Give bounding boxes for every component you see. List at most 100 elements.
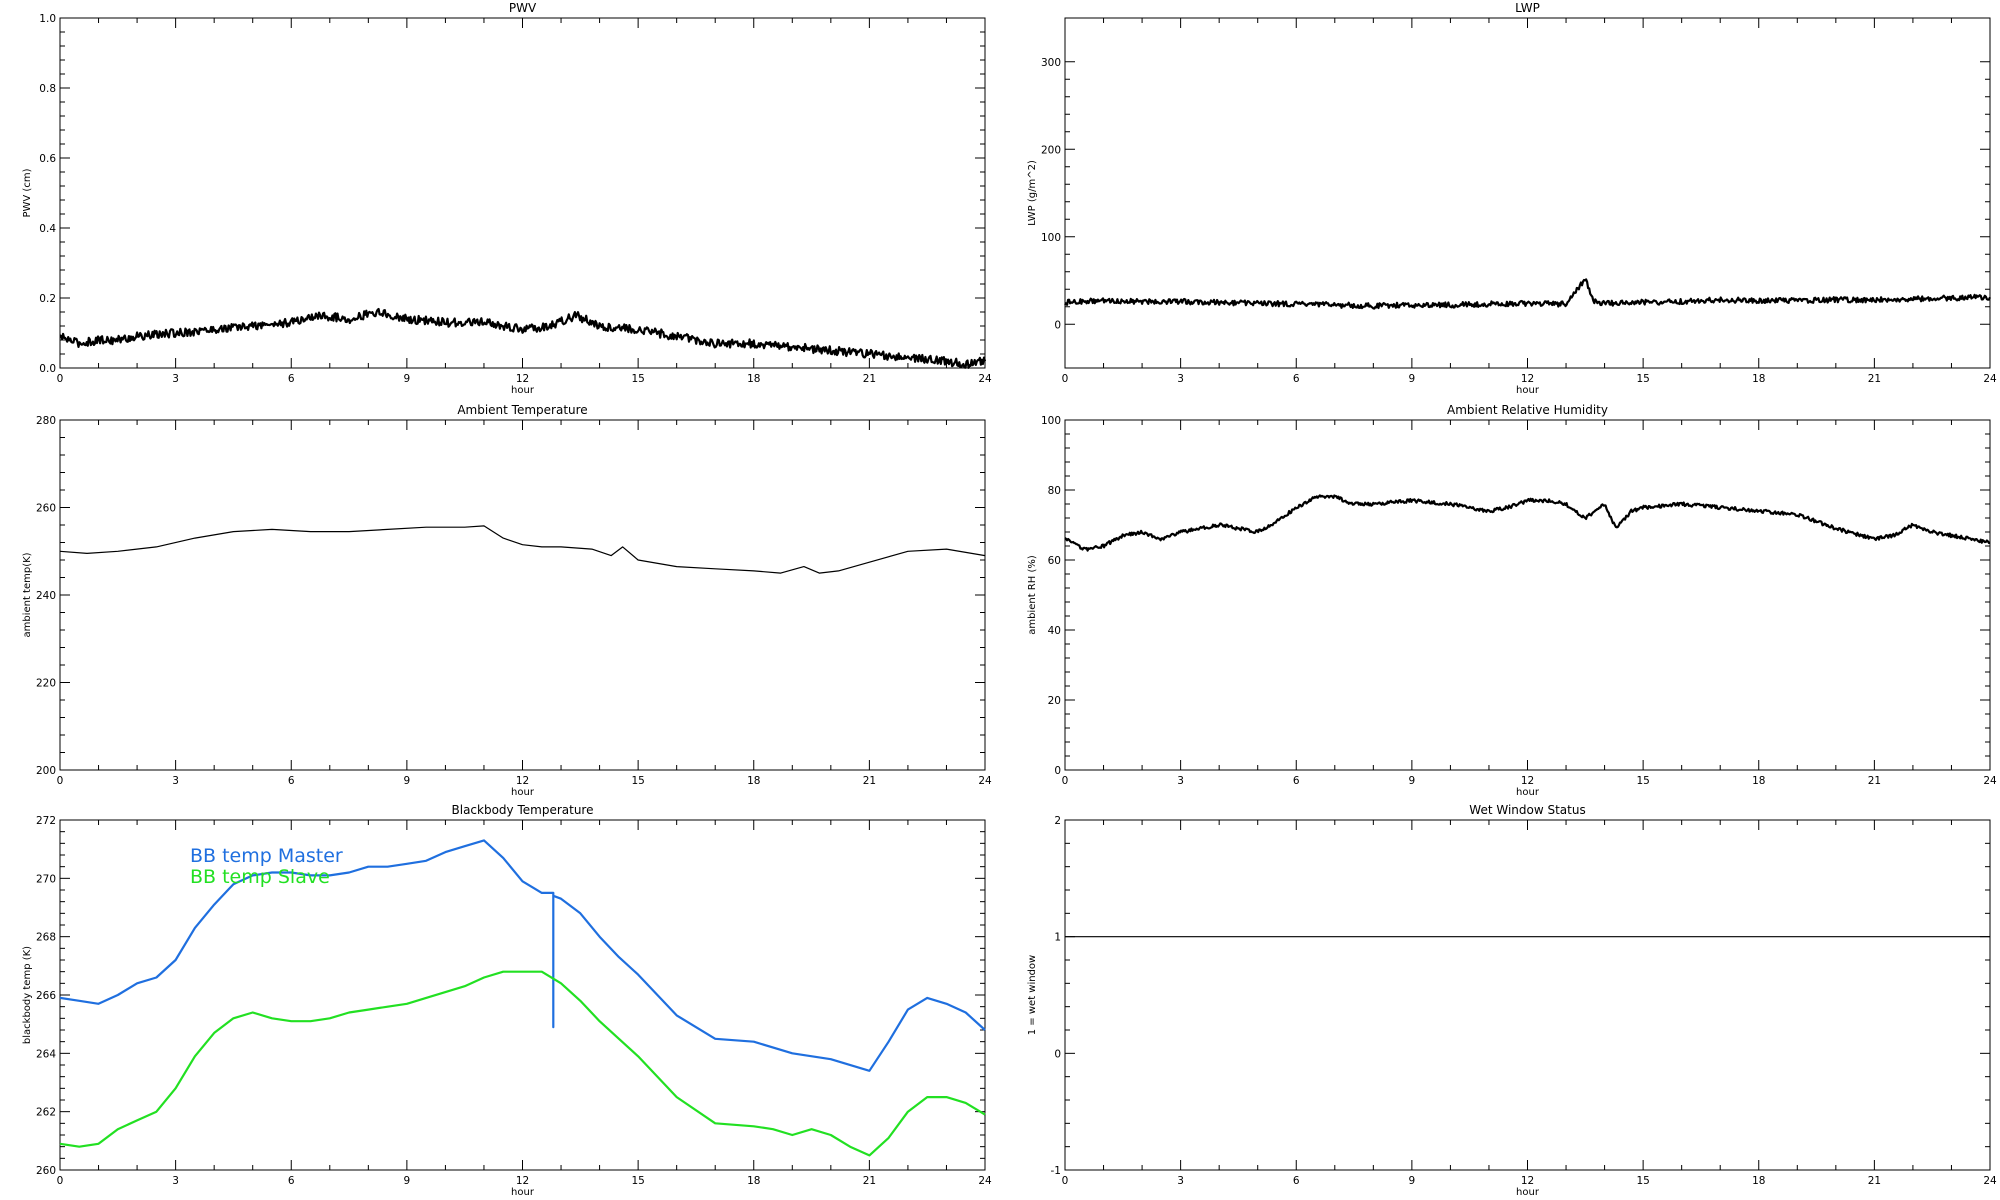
x-axis-label: hour <box>1516 1187 1540 1198</box>
x-tick-label: 24 <box>1983 775 1997 787</box>
y-tick-label: 200 <box>36 765 56 777</box>
y-tick-label: 0.8 <box>39 83 56 95</box>
y-tick-label: 80 <box>1048 485 1061 497</box>
chart-title: Blackbody Temperature <box>452 803 594 817</box>
x-tick-label: 21 <box>1868 1175 1881 1187</box>
series-line-bb-temp-slave <box>59 970 986 1157</box>
y-tick-label: 300 <box>1041 57 1061 69</box>
x-axis-label: hour <box>1516 385 1540 396</box>
y-tick-label: 100 <box>1041 232 1061 244</box>
x-tick-label: 0 <box>57 1175 64 1187</box>
y-axis-label: ambient temp(K) <box>22 552 33 637</box>
y-tick-label: 20 <box>1048 695 1061 707</box>
y-axis-label: 1 = wet window <box>1027 955 1038 1035</box>
y-tick-label: -1 <box>1051 1165 1061 1177</box>
x-tick-label: 9 <box>1409 775 1416 787</box>
x-tick-label: 3 <box>172 775 179 787</box>
x-tick-label: 9 <box>1409 373 1416 385</box>
series-line-1 <box>1064 278 1992 310</box>
x-tick-label: 15 <box>1636 1175 1649 1187</box>
y-tick-label: 0.4 <box>39 223 56 235</box>
x-tick-label: 18 <box>1752 373 1765 385</box>
y-tick-label: 0.6 <box>39 153 56 165</box>
chart-title: PWV <box>509 1 537 15</box>
chart-ambient-temperature: Ambient Temperature 0 3 6 9 12 15 18 21 24 200 220 2… <box>22 403 992 798</box>
x-tick-label: 21 <box>1868 775 1881 787</box>
y-tick-label: 272 <box>36 815 56 827</box>
x-tick-label: 12 <box>1521 373 1534 385</box>
x-tick-label: 15 <box>631 373 644 385</box>
plot-frame <box>59 419 986 771</box>
y-tick-label: 40 <box>1048 625 1061 637</box>
chart-pwv: PWV 0 3 6 9 12 15 18 21 24 0.0 0.2 0.4 0.6 0.8 1.0 hour P… <box>22 1 992 396</box>
x-tick-label: 6 <box>1293 373 1300 385</box>
x-tick-label: 3 <box>1177 1175 1184 1187</box>
y-tick-label: 2 <box>1054 815 1061 827</box>
y-tick-label: 220 <box>36 678 56 690</box>
x-tick-label: 15 <box>631 1175 644 1187</box>
x-tick-label: 21 <box>863 1175 876 1187</box>
x-tick-label: 6 <box>1293 775 1300 787</box>
x-tick-label: 15 <box>631 775 644 787</box>
x-tick-label: 9 <box>404 373 411 385</box>
y-tick-label: 0.2 <box>39 293 56 305</box>
plot-frame <box>1064 819 1991 1171</box>
x-tick-label: 3 <box>1177 373 1184 385</box>
x-tick-label: 3 <box>172 373 179 385</box>
x-axis-label: hour <box>511 385 535 396</box>
x-tick-label: 6 <box>288 1175 295 1187</box>
series-line-bb-temp-master <box>59 839 986 1072</box>
x-tick-label: 9 <box>1409 1175 1416 1187</box>
series-line-1 <box>59 525 986 574</box>
x-tick-label: 12 <box>516 1175 529 1187</box>
x-tick-label: 18 <box>747 373 760 385</box>
x-axis-label: hour <box>511 1187 535 1198</box>
y-tick-label: 1 <box>1054 932 1061 944</box>
y-tick-label: 1.0 <box>39 13 56 25</box>
plot-frame <box>1064 419 1991 771</box>
series-line-1 <box>59 307 987 369</box>
y-tick-label: 240 <box>36 590 56 602</box>
y-axis-label: ambient RH (%) <box>1027 555 1038 635</box>
x-tick-label: 9 <box>404 775 411 787</box>
x-tick-label: 3 <box>1177 775 1184 787</box>
x-tick-label: 0 <box>57 373 64 385</box>
y-tick-label: 260 <box>36 1165 56 1177</box>
x-tick-label: 3 <box>172 1175 179 1187</box>
chart-ambient-relative-humidity: Ambient Relative Humidity 0 3 6 9 12 15 18 21 24 0… <box>1027 403 1997 798</box>
x-tick-label: 15 <box>1636 775 1649 787</box>
x-tick-label: 0 <box>1062 1175 1069 1187</box>
x-tick-label: 12 <box>516 775 529 787</box>
y-tick-label: 0.0 <box>39 363 56 375</box>
x-tick-label: 24 <box>1983 1175 1997 1187</box>
x-tick-label: 24 <box>1983 373 1997 385</box>
y-tick-label: 266 <box>36 990 56 1002</box>
chart-blackbody-temperature: Blackbody Temperature 0 3 6 9 12 15 18 21 24 260 26… <box>22 803 992 1198</box>
chart-lwp: LWP 0 3 6 9 12 15 18 21 24 0 100 200 300 hour LWP (g/m^… <box>1027 1 1997 396</box>
y-tick-label: 0 <box>1054 765 1061 777</box>
x-tick-label: 15 <box>1636 373 1649 385</box>
chart-title: Wet Window Status <box>1469 803 1585 817</box>
x-axis-label: hour <box>511 787 535 798</box>
x-tick-label: 9 <box>404 1175 411 1187</box>
x-tick-label: 18 <box>747 1175 760 1187</box>
x-tick-label: 6 <box>288 373 295 385</box>
x-tick-label: 18 <box>747 775 760 787</box>
y-tick-label: 200 <box>1041 144 1061 156</box>
x-tick-label: 0 <box>57 775 64 787</box>
y-tick-label: 264 <box>36 1048 56 1060</box>
series-line-1 <box>1064 494 1991 552</box>
y-axis-label: LWP (g/m^2) <box>1027 160 1038 226</box>
plot-frame <box>1064 17 1991 369</box>
x-tick-label: 18 <box>1752 775 1765 787</box>
y-tick-label: 280 <box>36 415 56 427</box>
y-tick-label: 100 <box>1041 415 1061 427</box>
x-tick-label: 12 <box>1521 775 1534 787</box>
chart-title: Ambient Relative Humidity <box>1447 403 1608 417</box>
legend-label-bb-temp-master: BB temp Master <box>190 845 343 867</box>
plot-frame <box>59 17 986 369</box>
x-tick-label: 6 <box>288 775 295 787</box>
x-tick-label: 6 <box>1293 1175 1300 1187</box>
y-tick-label: 260 <box>36 503 56 515</box>
